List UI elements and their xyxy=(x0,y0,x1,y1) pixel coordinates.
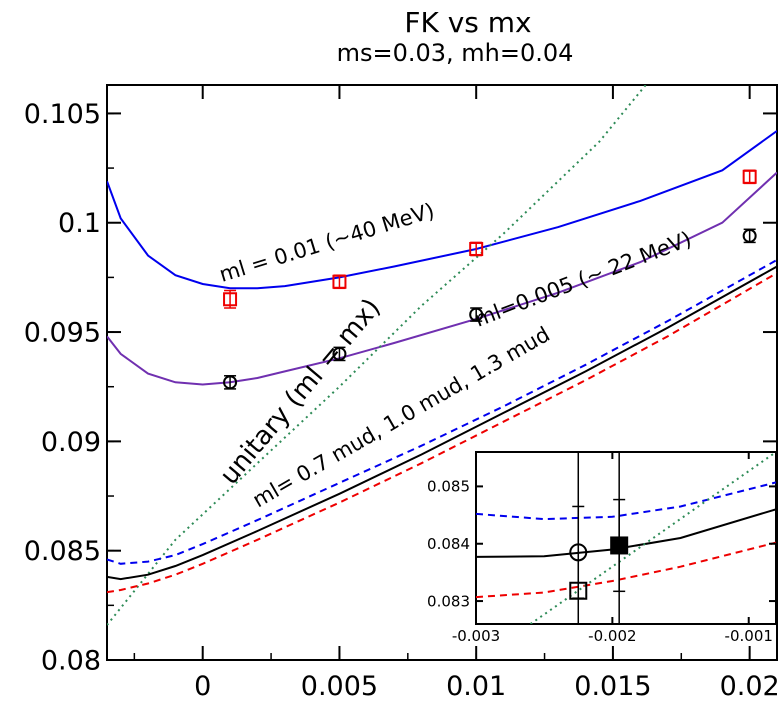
y-tick-label: 0.085 xyxy=(24,536,101,567)
series-line xyxy=(476,481,776,521)
data-point-filled-square xyxy=(610,536,629,555)
data-point-square xyxy=(332,274,347,289)
chart-subtitle: ms=0.03, mh=0.04 xyxy=(337,39,574,67)
y-tick-label: 0.08 xyxy=(41,645,101,676)
x-tick-label: 0 xyxy=(194,671,211,702)
data-point-circle xyxy=(742,228,757,243)
data-point-square xyxy=(742,169,757,184)
y-tick-label: 0.09 xyxy=(41,427,101,458)
data-point-circle xyxy=(469,307,484,322)
y-tick-label: 0.083 xyxy=(427,592,470,610)
chart-title: FK vs mx xyxy=(404,6,531,39)
series-line xyxy=(529,452,776,624)
x-tick-label: 0.01 xyxy=(446,671,506,702)
series-line xyxy=(107,130,777,290)
annotation-ml-0-01: ml = 0.01 (~40 MeV) xyxy=(216,198,437,286)
series-line xyxy=(107,85,647,626)
y-tick-label: 0.084 xyxy=(427,535,470,553)
series-line xyxy=(107,171,777,386)
y-tick-label: 0.105 xyxy=(24,99,101,130)
series-line xyxy=(107,272,777,594)
data-point-circle xyxy=(332,346,347,361)
data-point-square xyxy=(569,581,588,600)
y-tick-label: 0.095 xyxy=(24,318,101,349)
data-point-square xyxy=(469,241,484,256)
y-tick-label: 0.1 xyxy=(58,208,101,239)
data-point-square xyxy=(223,292,238,307)
series-line xyxy=(476,541,776,599)
annotation-ml-0-005: ml=0.005 (~ 22 MeV) xyxy=(471,227,694,332)
main-points xyxy=(223,169,757,390)
main-curves xyxy=(107,85,777,626)
x-tick-label: -0.002 xyxy=(588,627,636,645)
inset-axes: -0.003 -0.002 -0.001 0.083 0.084 0.085 xyxy=(427,452,776,645)
y-tick-label: 0.085 xyxy=(427,478,470,496)
series-line xyxy=(107,259,777,565)
x-tick-label: 0.005 xyxy=(301,671,378,702)
main-axes: 0 0.005 0.01 0.015 0.02 0.08 0.085 0.09 0.095 0.1… xyxy=(24,84,778,702)
data-point-circle xyxy=(223,375,238,390)
x-tick-label: -0.003 xyxy=(452,627,500,645)
plot-frame xyxy=(106,84,778,661)
x-tick-label: 0.02 xyxy=(720,671,778,702)
x-tick-label: 0.015 xyxy=(574,671,651,702)
inset-points xyxy=(569,498,629,600)
x-tick-label: -0.001 xyxy=(725,627,773,645)
data-point-circle xyxy=(569,543,588,562)
series-line xyxy=(107,265,777,581)
